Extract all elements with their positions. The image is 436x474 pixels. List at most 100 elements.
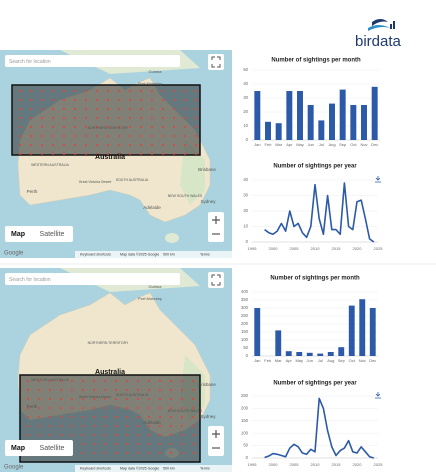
x-tick-label: Dec	[371, 142, 378, 147]
sighting-marker	[107, 153, 109, 155]
sighting-marker	[82, 398, 84, 400]
sighting-marker	[30, 135, 32, 137]
sighting-marker	[137, 443, 139, 445]
sighting-marker	[38, 398, 40, 400]
sighting-marker	[118, 126, 120, 128]
sighting-marker	[60, 434, 62, 436]
sighting-marker	[151, 117, 153, 119]
sighting-marker	[60, 380, 62, 382]
map-footer-text[interactable]: Terms	[200, 252, 210, 256]
map-footer-text[interactable]: Keyboard shortcuts	[80, 252, 111, 256]
chart-title: Number of sightings per month	[271, 58, 361, 64]
sighting-marker	[60, 389, 62, 391]
place-label: Port Moresby	[138, 81, 162, 86]
sighting-marker	[137, 434, 139, 436]
bar	[254, 308, 261, 356]
place-label: Australia	[95, 369, 125, 376]
sighting-marker	[140, 153, 142, 155]
sighting-marker	[49, 389, 51, 391]
sighting-marker	[41, 117, 43, 119]
x-tick-label: Feb	[264, 358, 272, 363]
download-icon[interactable]	[375, 392, 381, 399]
x-tick-label: 2020	[353, 246, 363, 251]
sighting-marker	[93, 452, 95, 454]
search-box[interactable]	[5, 273, 180, 285]
sighting-marker	[184, 90, 186, 92]
sighting-marker	[49, 434, 51, 436]
x-tick-label: Sep	[339, 142, 347, 147]
zoom-in[interactable]	[212, 216, 220, 224]
sighting-marker	[107, 90, 109, 92]
y-tick-label: 0	[246, 353, 249, 358]
sighting-marker	[137, 452, 139, 454]
sighting-marker	[63, 126, 65, 128]
map-footer-text[interactable]: Terms	[200, 466, 210, 470]
sighting-marker	[38, 389, 40, 391]
sighting-marker	[170, 380, 172, 382]
sighting-marker	[104, 452, 106, 454]
logo-icon	[368, 25, 390, 31]
sighting-marker	[170, 407, 172, 409]
sighting-marker	[115, 380, 117, 382]
y-tick-label: 150	[241, 418, 249, 423]
sighting-marker	[151, 144, 153, 146]
fullscreen-button[interactable]	[208, 54, 224, 70]
sighting-marker	[74, 108, 76, 110]
x-tick-label: Jun	[307, 142, 313, 147]
satellite-button[interactable]: Satellite	[40, 231, 65, 238]
sighting-marker	[170, 389, 172, 391]
sighting-marker	[184, 144, 186, 146]
sighting-marker	[126, 452, 128, 454]
sighting-marker	[140, 135, 142, 137]
sighting-marker	[85, 99, 87, 101]
sighting-marker	[38, 407, 40, 409]
sighting-marker	[129, 135, 131, 137]
logo[interactable]: birdata	[355, 19, 402, 50]
fullscreen-button[interactable]	[208, 272, 224, 288]
sighting-marker	[49, 407, 51, 409]
y-tick-label: 50	[243, 345, 248, 350]
y-tick-label: 40	[243, 177, 248, 182]
map-footer-text[interactable]: Keyboard shortcuts	[80, 466, 111, 470]
search-box[interactable]	[5, 55, 180, 67]
sighting-marker	[96, 117, 98, 119]
y-tick-label: 350	[241, 297, 249, 302]
sighting-marker	[63, 144, 65, 146]
y-tick-label: 150	[241, 329, 249, 334]
sighting-marker	[129, 90, 131, 92]
sighting-marker	[118, 153, 120, 155]
zoom-in[interactable]	[212, 430, 220, 438]
sighting-marker	[162, 144, 164, 146]
sighting-marker	[184, 117, 186, 119]
map[interactable]: Guinea Port Moresby NORTHERN TERRITORY Aust…	[0, 50, 232, 258]
sighting-marker	[181, 434, 183, 436]
sighting-marker	[129, 144, 131, 146]
map-type-toggle	[5, 226, 73, 242]
sighting-marker	[173, 90, 175, 92]
sighting-marker	[148, 452, 150, 454]
satellite-button[interactable]: Satellite	[40, 445, 65, 452]
sighting-marker	[104, 398, 106, 400]
sighting-marker	[19, 99, 21, 101]
map-button[interactable]: Map	[11, 445, 25, 452]
google-logo: Google	[4, 465, 24, 471]
sighting-marker	[52, 99, 54, 101]
download-icon[interactable]	[375, 176, 381, 183]
x-tick-label: Jan	[254, 142, 260, 147]
bar	[327, 352, 334, 356]
sighting-marker	[27, 434, 29, 436]
sighting-marker	[19, 135, 21, 137]
sighting-marker	[140, 126, 142, 128]
sighting-marker	[93, 425, 95, 427]
x-tick-label: Jul	[319, 142, 324, 147]
sighting-marker	[52, 144, 54, 146]
logo-text: birdata	[355, 33, 402, 50]
sighting-marker	[52, 108, 54, 110]
map-footer-text: 500 km	[163, 466, 175, 470]
map[interactable]: Guinea Port Moresby NORTHERN TERRITORY Aust…	[0, 268, 232, 472]
sighting-marker	[60, 425, 62, 427]
map-button[interactable]: Map	[11, 231, 25, 238]
bar	[318, 120, 325, 140]
sighting-marker	[148, 380, 150, 382]
place-label: Great Victoria Desert	[79, 180, 112, 184]
